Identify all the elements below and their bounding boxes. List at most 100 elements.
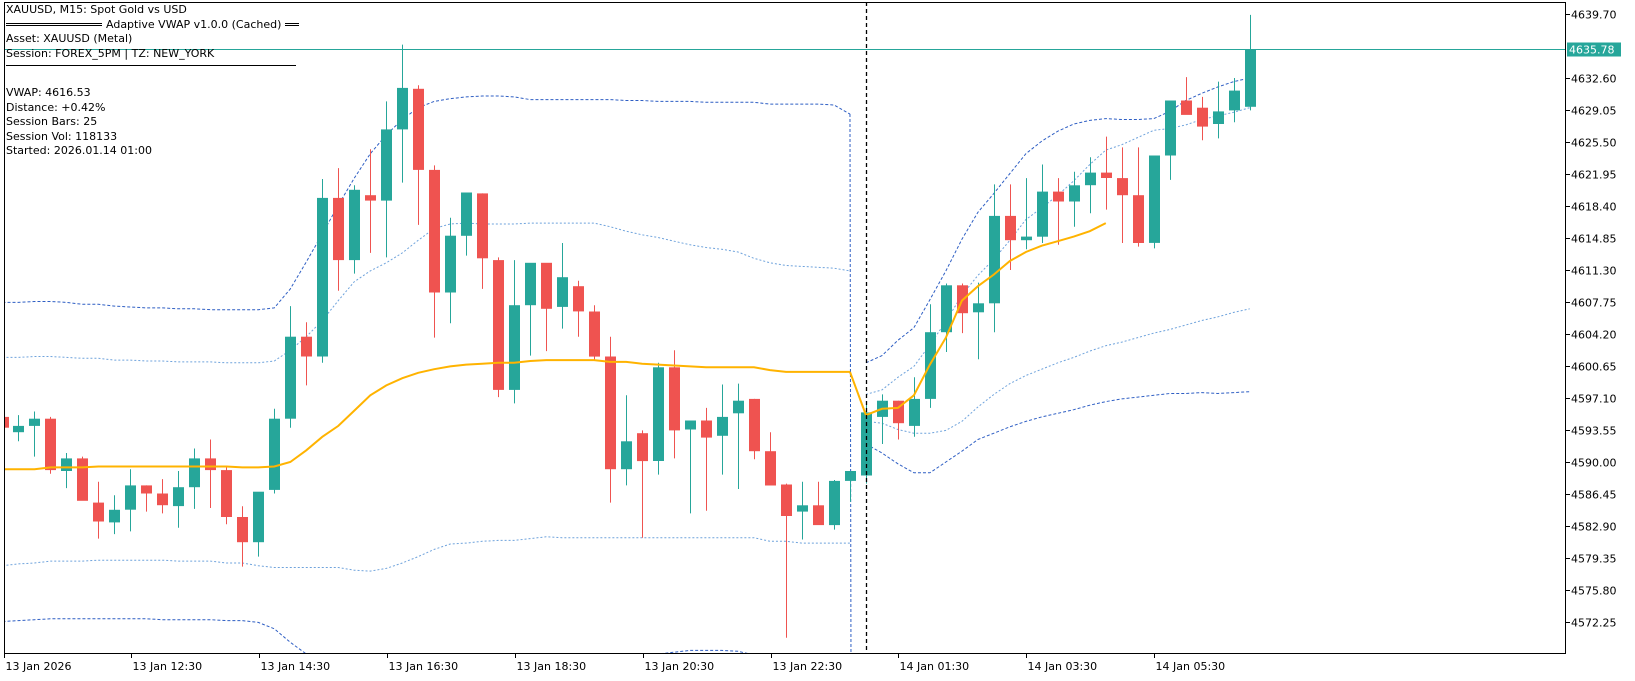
bearish-candle[interactable] xyxy=(77,456,88,501)
bearish-candle[interactable] xyxy=(669,350,680,459)
bullish-candle[interactable] xyxy=(349,185,360,274)
price-label: 4607.75 xyxy=(1571,297,1617,310)
bearish-candle[interactable] xyxy=(205,439,216,509)
bullish-candle[interactable] xyxy=(1165,100,1176,180)
bullish-candle[interactable] xyxy=(1037,164,1048,244)
price-label: 4590.00 xyxy=(1571,457,1617,470)
bearish-candle[interactable] xyxy=(45,416,56,474)
bullish-candle[interactable] xyxy=(1229,78,1240,123)
bearish-candle[interactable] xyxy=(141,485,152,512)
bearish-candle[interactable] xyxy=(157,479,168,514)
candle-body xyxy=(701,420,712,438)
bullish-candle[interactable] xyxy=(941,283,952,353)
bullish-candle[interactable] xyxy=(621,395,632,486)
bearish-candle[interactable] xyxy=(221,466,232,525)
bearish-candle[interactable] xyxy=(365,149,376,253)
bullish-candle[interactable] xyxy=(557,243,568,329)
bullish-candle[interactable] xyxy=(509,260,520,404)
bearish-candle[interactable] xyxy=(1133,147,1144,247)
bearish-candle[interactable] xyxy=(237,506,248,567)
candle-body xyxy=(1117,178,1128,196)
bullish-candle[interactable] xyxy=(29,411,40,457)
bullish-candle[interactable] xyxy=(717,384,728,475)
bullish-candle[interactable] xyxy=(61,453,72,489)
bullish-candle[interactable] xyxy=(445,217,456,324)
lower-band-2 xyxy=(5,618,748,653)
bullish-candle[interactable] xyxy=(381,101,392,258)
candle-body xyxy=(1197,107,1208,127)
bullish-candle[interactable] xyxy=(269,408,280,494)
bullish-candle[interactable] xyxy=(1245,14,1256,111)
bullish-candle[interactable] xyxy=(909,377,920,437)
bullish-candle[interactable] xyxy=(317,179,328,363)
bearish-candle[interactable] xyxy=(429,165,440,338)
bearish-candle[interactable] xyxy=(765,432,776,486)
bearish-candle[interactable] xyxy=(0,405,9,446)
bearish-candle[interactable] xyxy=(333,168,344,291)
bearish-candle[interactable] xyxy=(477,193,488,289)
candle-body xyxy=(125,485,136,510)
bearish-candle[interactable] xyxy=(1005,184,1016,270)
bearish-candle[interactable] xyxy=(701,407,712,511)
bullish-candle[interactable] xyxy=(1021,178,1032,250)
candle-body xyxy=(93,502,104,522)
bearish-candle[interactable] xyxy=(93,481,104,539)
bullish-candle[interactable] xyxy=(845,471,856,502)
candle-body xyxy=(1069,185,1080,202)
bearish-candle[interactable] xyxy=(541,262,552,352)
bearish-candle[interactable] xyxy=(1053,178,1064,245)
bullish-candle[interactable] xyxy=(253,491,264,557)
bullish-candle[interactable] xyxy=(173,471,184,528)
bearish-candle[interactable] xyxy=(1181,77,1192,115)
bullish-candle[interactable] xyxy=(125,469,136,532)
bullish-candle[interactable] xyxy=(285,306,296,428)
time-label: 13 Jan 18:30 xyxy=(517,660,587,673)
price-axis[interactable]: 4639.70 4632.60 4629.05 4625.50 4621.95 4618.… xyxy=(1565,9,1621,630)
candle-body xyxy=(669,367,680,431)
bullish-candle[interactable] xyxy=(733,383,744,489)
candlesticks[interactable] xyxy=(0,14,1256,638)
candle-body xyxy=(557,277,568,307)
candle-body xyxy=(797,505,808,512)
time-axis[interactable]: 13 Jan 2026 13 Jan 12:30 13 Jan 14:30 13 Ja… xyxy=(4,653,1226,673)
bearish-candle[interactable] xyxy=(493,257,504,398)
bullish-candle[interactable] xyxy=(525,262,536,356)
bullish-candle[interactable] xyxy=(1149,155,1160,249)
bullish-candle[interactable] xyxy=(13,415,24,442)
bearish-candle[interactable] xyxy=(1101,136,1112,210)
bearish-candle[interactable] xyxy=(1117,147,1128,243)
bullish-candle[interactable] xyxy=(1085,157,1096,214)
bullish-candle[interactable] xyxy=(189,448,200,509)
bullish-candle[interactable] xyxy=(829,480,840,530)
bullish-candle[interactable] xyxy=(397,44,408,183)
candle-body xyxy=(269,418,280,490)
candle-body xyxy=(941,285,952,333)
bearish-candle[interactable] xyxy=(781,483,792,638)
upper-band-1 xyxy=(5,222,851,364)
bullish-candle[interactable] xyxy=(877,394,888,444)
bullish-candle[interactable] xyxy=(685,420,696,514)
bullish-candle[interactable] xyxy=(1213,81,1224,139)
bullish-candle[interactable] xyxy=(973,282,984,360)
bearish-candle[interactable] xyxy=(637,430,648,538)
bullish-candle[interactable] xyxy=(653,362,664,475)
bullish-candle[interactable] xyxy=(1069,171,1080,227)
candle-body xyxy=(333,197,344,261)
bearish-candle[interactable] xyxy=(413,85,424,225)
bearish-candle[interactable] xyxy=(589,305,600,361)
bearish-candle[interactable] xyxy=(605,336,616,503)
bullish-candle[interactable] xyxy=(797,481,808,540)
bearish-candle[interactable] xyxy=(1197,96,1208,141)
candle-body xyxy=(589,311,600,357)
bearish-candle[interactable] xyxy=(301,322,312,386)
bullish-candle[interactable] xyxy=(109,495,120,535)
bullish-candle[interactable] xyxy=(989,184,1000,333)
bearish-candle[interactable] xyxy=(749,398,760,460)
candle-body xyxy=(813,505,824,526)
bullish-candle[interactable] xyxy=(461,192,472,256)
bearish-candle[interactable] xyxy=(813,481,824,526)
bearish-candle[interactable] xyxy=(573,280,584,337)
candle-body xyxy=(781,484,792,516)
